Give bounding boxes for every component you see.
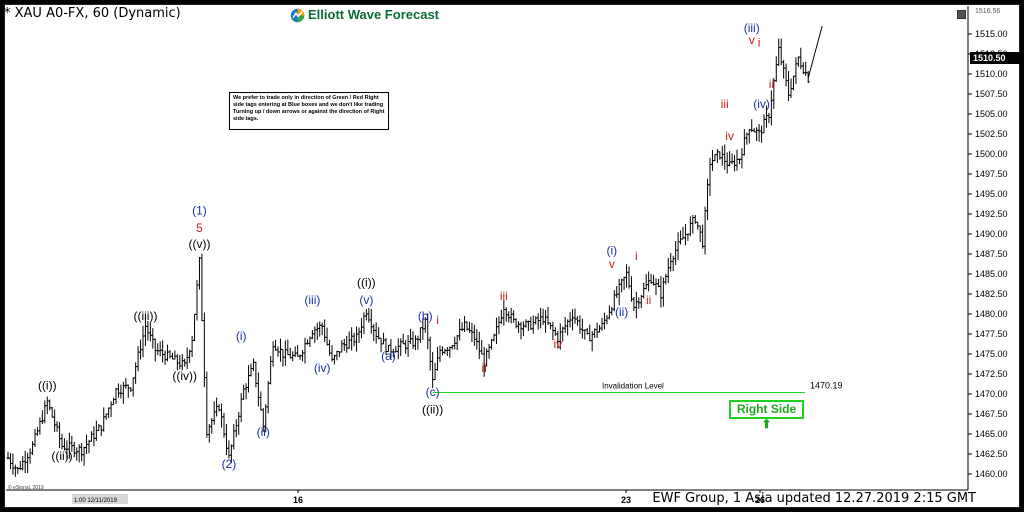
chart-frame [4,4,1020,508]
y-tick-label: 1515.00 [975,29,1008,39]
wave-label: 5 [196,221,203,235]
wave-label: (iv) [314,361,331,375]
y-tick-label: 1497.50 [975,169,1008,179]
wave-label: (1) [192,203,207,217]
wave-label: (ii) [257,425,270,439]
wave-label: (iv) [753,97,770,111]
wave-label: (2) [222,457,237,471]
wave-label: ((iii)) [133,309,157,323]
update-footer: EWF Group, 1 Asia updated 12.27.2019 2:1… [652,491,976,506]
y-tick-label: 1465.00 [975,429,1008,439]
wave-label: i [635,249,638,263]
y-tick-label: 1507.50 [975,89,1008,99]
y-tick-label: 1462.50 [975,449,1008,459]
invalidation-label: Invalidation Level [602,381,664,390]
wave-label: ((ii)) [422,403,443,417]
time-axis: 16 23 26 1:00 12/11/2019 © eSignal, 2019 [6,484,968,505]
wave-label: (iii) [744,21,760,35]
wave-label: ((iv)) [172,369,197,383]
projection-line [807,25,823,79]
wave-label: iv [553,337,562,351]
wave-labels: ((i)) ((ii)) ((iii)) ((iv)) ((v)) 5 (1) (i) (2) (… [38,21,774,471]
chart-title: * XAU A0-FX, 60 (Dynamic) [4,6,181,21]
wave-label: ((i)) [357,275,376,289]
wave-label: i [758,35,761,49]
y-tick-label: 1467.50 [975,409,1008,419]
y-tick-label: 1492.50 [975,209,1008,219]
wave-label: i [436,313,439,327]
wave-label: ii [646,293,651,307]
wave-label: ((ii)) [51,449,72,463]
wave-label: iv [725,129,734,143]
wave-label: ii [769,77,774,91]
ewf-logo-icon [290,8,305,23]
wave-label: iii [721,97,729,111]
y-tick-label: 1487.50 [975,249,1008,259]
wave-label: (ii) [615,305,628,319]
trading-note: We prefer to trade only in direction of … [229,92,389,130]
esignal-credit: © eSignal, 2019 [8,484,44,491]
top-price-label: 1516.56 [975,8,1000,15]
y-tick-label: 1495.00 [975,189,1008,199]
y-tick-label: 1510.00 [975,69,1008,79]
price-axis: 1515.001512.501510.001507.501505.001502.… [967,6,1008,490]
wave-label: (i) [236,329,247,343]
chart-lines: Invalidation Level 1470.19 [432,25,843,393]
invalidation-value: 1470.19 [810,380,843,390]
wave-label: (a) [381,349,396,363]
wave-label: (b) [418,309,433,323]
wave-label: v [609,257,615,271]
y-tick-label: 1460.00 [975,469,1008,479]
wave-label: (i) [606,243,617,257]
y-tick-label: 1475.00 [975,349,1008,359]
x-tick-label: 23 [621,495,631,505]
wave-label: (v) [359,293,373,307]
current-price-tag: 1510.50 [970,52,1020,64]
chart-settings-button[interactable] [957,10,966,19]
x-tick-label: 26 [755,495,765,505]
wave-label: (iii) [304,293,320,307]
y-tick-label: 1480.00 [975,309,1008,319]
y-tick-label: 1485.00 [975,269,1008,279]
y-tick-label: 1502.50 [975,129,1008,139]
wave-label: ((i)) [38,379,57,393]
start-date-label: 1:00 12/11/2019 [74,498,118,504]
y-tick-label: 1477.50 [975,329,1008,339]
wave-label: (c) [426,385,440,399]
y-tick-label: 1482.50 [975,289,1008,299]
wave-label: iii [500,289,508,303]
wave-label: ii [482,361,487,375]
brand-name[interactable]: Elliott Wave Forecast [308,7,439,22]
x-tick-label: 16 [293,495,303,505]
up-arrow-icon: ⬆ [761,417,772,431]
y-tick-label: 1505.00 [975,109,1008,119]
wave-label: ((v)) [188,237,210,251]
price-bars [6,38,810,477]
y-tick-label: 1500.00 [975,149,1008,159]
y-tick-label: 1472.50 [975,369,1008,379]
wave-label: v [749,33,755,47]
y-tick-label: 1490.00 [975,229,1008,239]
y-tick-label: 1470.00 [975,389,1008,399]
right-side-tag: Right Side ⬆ [729,400,804,431]
start-date-box [72,494,128,504]
right-side-label: Right Side [736,402,797,416]
